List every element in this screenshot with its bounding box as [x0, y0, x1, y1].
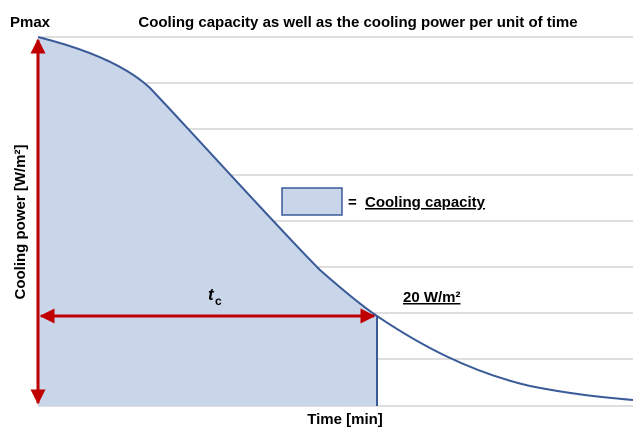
y-axis-label: Cooling power [W/m²] — [12, 145, 29, 300]
threshold-label: 20 W/m² — [403, 289, 461, 306]
title: Cooling capacity as well as the cooling … — [138, 14, 577, 31]
pmax-label: Pmax — [10, 14, 51, 31]
tc-subscript: c — [215, 294, 222, 308]
legend-swatch — [281, 187, 343, 216]
x-axis-label: Time [min] — [307, 411, 383, 428]
legend-equals: = — [348, 194, 357, 211]
legend-label: Cooling capacity — [365, 194, 486, 211]
tc-symbol: t — [208, 285, 215, 304]
cooling-power-curve — [37, 36, 633, 401]
